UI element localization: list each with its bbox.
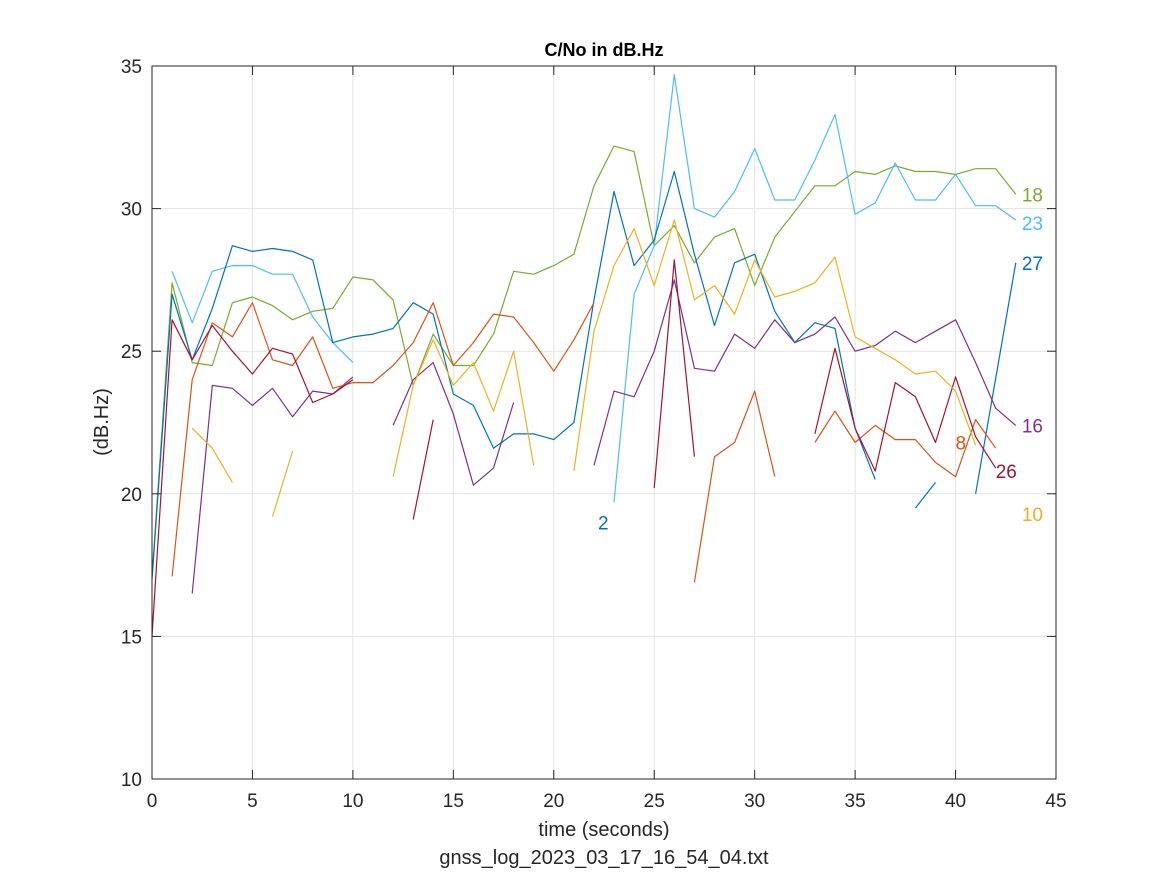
plot-area	[152, 66, 1056, 779]
series-27	[151, 170, 1017, 580]
x-tick-label: 5	[247, 791, 258, 812]
series-8	[171, 302, 997, 583]
x-tick-label: 40	[945, 791, 966, 812]
series-label-26: 26	[996, 462, 1017, 483]
series-line-10	[271, 450, 294, 517]
series-10	[191, 219, 977, 517]
y-tick-label: 15	[121, 627, 142, 648]
series-line-26	[412, 419, 434, 520]
x-tick-label: 45	[1045, 791, 1066, 812]
chart-caption: gnss_log_2023_03_17_16_54_04.txt	[439, 847, 769, 869]
x-axis-label: time (seconds)	[538, 819, 669, 841]
x-tick-label: 15	[443, 791, 464, 812]
series-line-16	[191, 376, 354, 594]
series-label-8: 8	[956, 433, 967, 454]
series-line-8	[693, 390, 776, 583]
series-line-23	[613, 73, 1017, 503]
x-tick-label: 20	[543, 791, 564, 812]
x-tick-label: 25	[644, 791, 665, 812]
y-tick-label: 30	[121, 200, 142, 221]
series-label-18: 18	[1022, 185, 1043, 206]
chart-title: C/No in dB.Hz	[545, 40, 664, 60]
series-line-10	[191, 427, 233, 483]
series-line-10	[392, 339, 535, 477]
y-tick-label: 35	[121, 57, 142, 78]
x-tick-label: 30	[744, 791, 765, 812]
series-line-8	[171, 302, 595, 577]
axes-box	[151, 65, 1057, 780]
series-16	[191, 279, 1017, 594]
series-line-10	[573, 219, 977, 472]
series-line-26	[151, 319, 354, 637]
annotations: 18 23 27 16 8 26 10 2	[598, 185, 1043, 534]
series-label-10: 10	[1022, 505, 1043, 526]
series-label-27: 27	[1022, 254, 1043, 275]
series-line-18	[151, 145, 1017, 577]
series-26	[151, 259, 997, 637]
x-tick-label: 10	[342, 791, 363, 812]
series-18	[151, 145, 1017, 577]
series-line-26	[814, 347, 997, 472]
series-line-27	[975, 262, 1017, 494]
series-label-16: 16	[1022, 416, 1043, 437]
series-label-2: 2	[598, 513, 609, 534]
y-tick-label: 10	[121, 770, 142, 791]
series-line-8	[814, 410, 997, 478]
series-line-16	[593, 279, 1017, 466]
series-line-23	[171, 265, 354, 364]
y-tick-label: 20	[121, 485, 142, 506]
series-line-16	[392, 362, 515, 486]
ticks: 0 5 10 15 20 25 30 35 40 45 10 15 20 25 30 35	[121, 57, 1067, 812]
x-tick-label: 35	[845, 791, 866, 812]
y-tick-label: 25	[121, 342, 142, 363]
x-tick-label: 0	[147, 791, 158, 812]
y-axis-label: (dB.Hz)	[91, 388, 113, 456]
series-label-23: 23	[1022, 214, 1043, 235]
series-23	[171, 73, 1017, 503]
series-line-27	[151, 170, 876, 580]
series-layer	[151, 73, 1017, 637]
series-line-27	[914, 482, 936, 509]
series-line-26	[653, 259, 695, 489]
